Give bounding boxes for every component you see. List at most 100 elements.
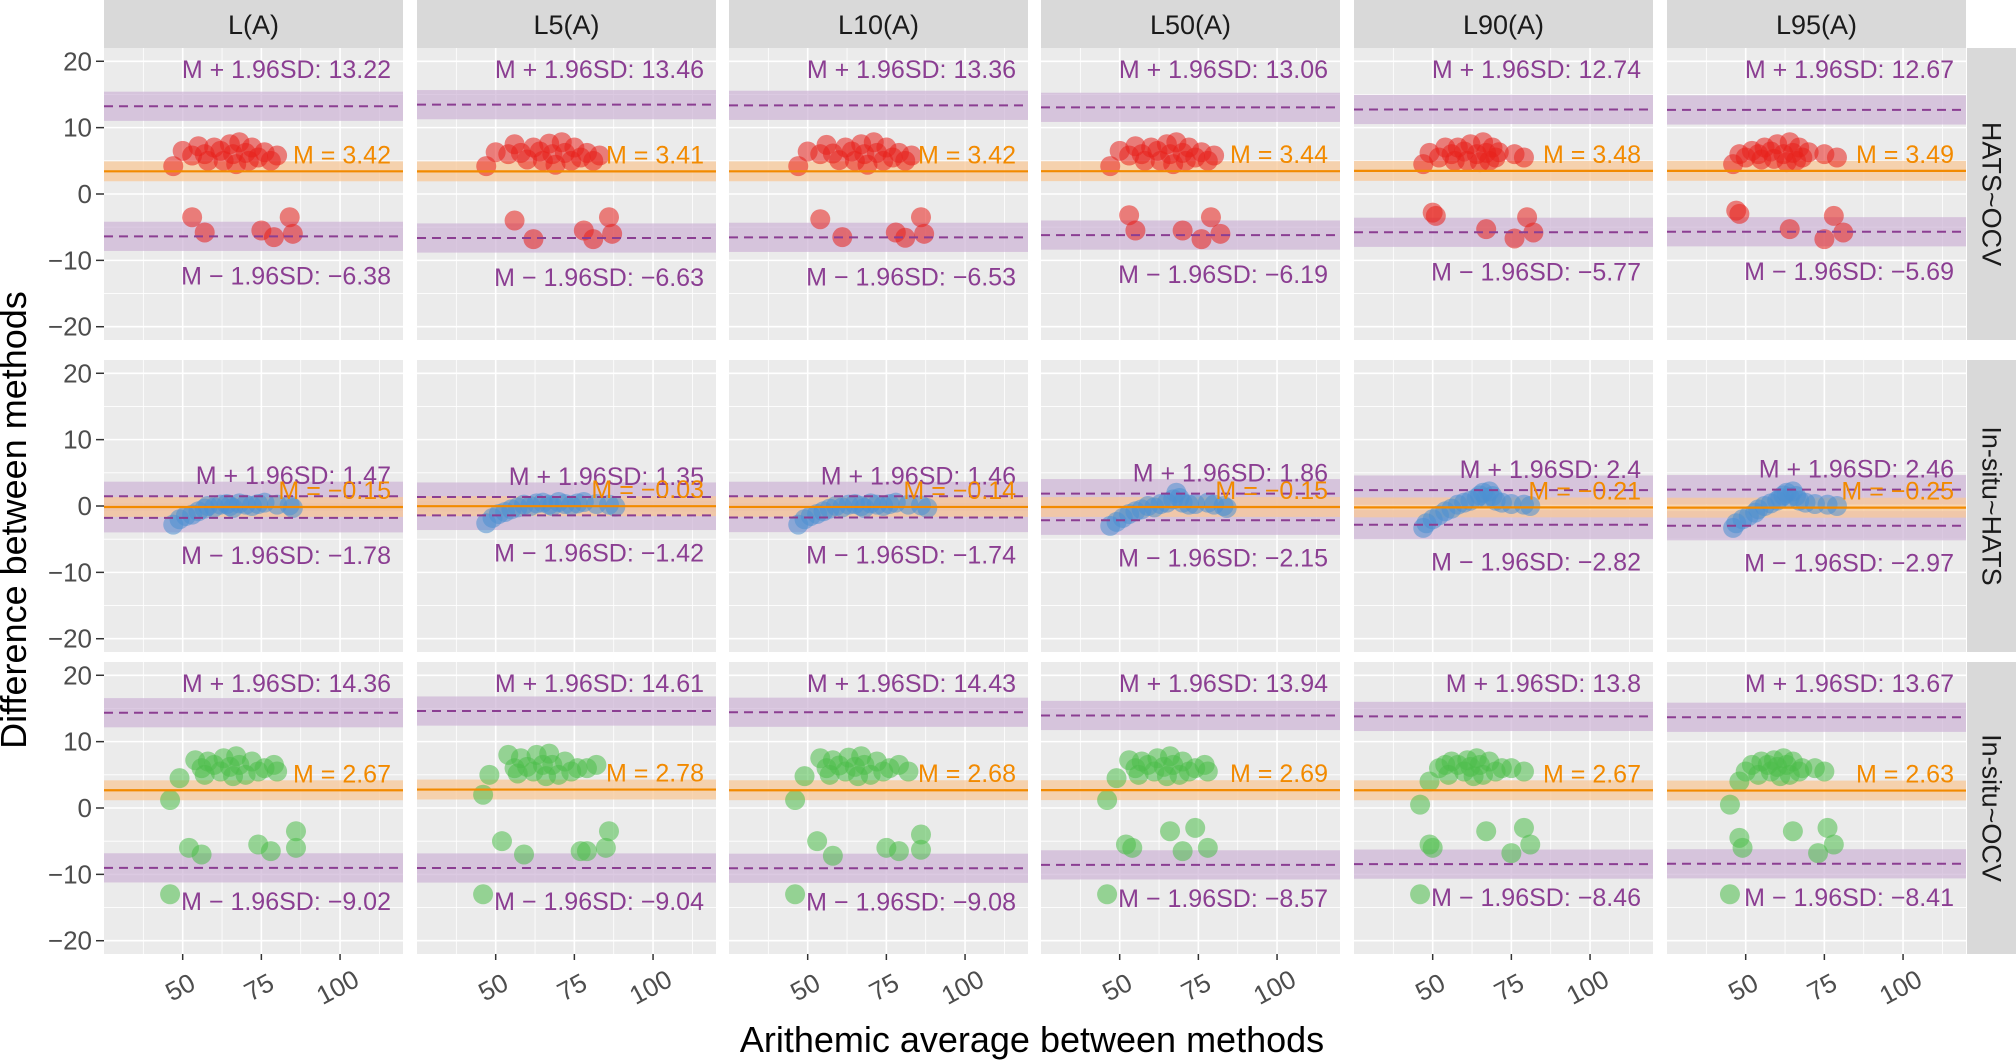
lower-limit-band xyxy=(729,222,1028,252)
upper-limit-label: M + 1.96SD: 13.94 xyxy=(1119,670,1328,698)
mean-label: M = 2.69 xyxy=(1230,760,1328,788)
mean-label: M = −0.03 xyxy=(591,476,704,504)
upper-limit-band xyxy=(1667,95,1966,125)
upper-limit-label: M + 1.96SD: 13.67 xyxy=(1745,670,1954,698)
data-point xyxy=(1814,229,1835,250)
data-point xyxy=(191,844,212,865)
data-point xyxy=(1779,219,1800,240)
x-tick-label: 50 xyxy=(785,967,825,1007)
x-tick-label: 75 xyxy=(239,967,279,1007)
mean-label: M = 3.49 xyxy=(1856,141,1954,169)
x-tick-label: 50 xyxy=(160,967,200,1007)
y-tick-label: 0 xyxy=(78,793,92,823)
panel: M + 1.96SD: 12.67 M = 3.49 M − 1.96SD: −5.… xyxy=(1667,48,1966,340)
mean-label: M = 2.63 xyxy=(1856,761,1954,789)
data-point xyxy=(1817,817,1838,838)
data-point xyxy=(514,844,535,865)
upper-limit-label: M + 1.96SD: 12.74 xyxy=(1432,56,1641,84)
data-point xyxy=(194,222,215,243)
data-point xyxy=(1826,147,1847,168)
lower-limit-label: M − 1.96SD: −8.41 xyxy=(1744,884,1954,912)
x-tick-label: 75 xyxy=(1802,967,1842,1007)
mean-label: M = −0.21 xyxy=(1528,477,1641,505)
data-point xyxy=(1097,884,1118,905)
data-point xyxy=(1823,834,1844,855)
data-point xyxy=(910,824,931,845)
panel: M + 1.96SD: 13.67 M = 2.63 M − 1.96SD: −8.… xyxy=(1667,662,1966,954)
row-strip-label: HATS~OCV xyxy=(1977,122,2007,266)
y-tick-label: 0 xyxy=(78,491,92,521)
lower-limit-label: M − 1.96SD: −5.77 xyxy=(1431,258,1641,286)
data-point xyxy=(1204,145,1225,166)
column-strip-label: L90(A) xyxy=(1463,10,1544,40)
upper-limit-band xyxy=(1354,94,1653,125)
data-point xyxy=(595,837,616,858)
data-point xyxy=(598,207,619,228)
column-strip xyxy=(104,0,403,48)
data-point xyxy=(1200,207,1221,228)
panel: M + 1.96SD: 13.8 M = 2.67 M − 1.96SD: −8.4… xyxy=(1354,662,1653,954)
data-point xyxy=(504,210,525,231)
upper-limit-label: M + 1.96SD: 14.43 xyxy=(807,670,1016,698)
x-tick-label: 75 xyxy=(1176,967,1216,1007)
upper-limit-label: M + 1.96SD: 13.06 xyxy=(1119,56,1328,84)
lower-limit-label: M − 1.96SD: −8.57 xyxy=(1118,885,1328,913)
data-point xyxy=(1826,496,1847,516)
data-point xyxy=(901,145,922,166)
data-point xyxy=(1172,220,1193,241)
x-tick-label: 100 xyxy=(311,964,363,1011)
upper-limit-label: M + 1.96SD: 13.8 xyxy=(1446,670,1641,698)
upper-limit-band xyxy=(729,90,1028,120)
upper-limit-label: M + 1.96SD: 1.46 xyxy=(821,462,1016,490)
lower-limit-label: M − 1.96SD: −6.38 xyxy=(181,262,391,290)
data-point xyxy=(1520,496,1541,516)
data-point xyxy=(260,841,281,862)
mean-label: M = −0.14 xyxy=(903,477,1016,505)
data-point xyxy=(267,761,288,782)
upper-limit-band xyxy=(729,697,1028,727)
panel: M + 1.96SD: 1.35M = −0.03 M − 1.96SD: −1.… xyxy=(417,360,716,652)
panel: M + 1.96SD: 13.94 M = 2.69 M − 1.96SD: −8.… xyxy=(1041,662,1340,954)
lower-limit-label: M − 1.96SD: −1.42 xyxy=(494,539,704,567)
data-point xyxy=(285,821,306,842)
data-point xyxy=(523,229,544,250)
data-point xyxy=(160,790,181,811)
y-tick-label: 20 xyxy=(63,660,92,690)
y-tick-label: 10 xyxy=(63,113,92,143)
lower-limit-label: M − 1.96SD: −1.78 xyxy=(181,542,391,570)
upper-limit-label: M + 1.96SD: 13.46 xyxy=(495,56,704,84)
lower-limit-band xyxy=(417,853,716,883)
y-tick-label: −10 xyxy=(48,859,92,889)
upper-limit-label: M + 1.96SD: 12.67 xyxy=(1745,56,1954,84)
data-point xyxy=(1160,821,1181,842)
row-strip xyxy=(1967,48,2016,340)
mean-label: M = 2.67 xyxy=(293,760,391,788)
column-strip xyxy=(729,0,1028,48)
y-axis-title: Difference between methods xyxy=(0,291,34,749)
upper-limit-band xyxy=(417,90,716,120)
panel: M + 1.96SD: 13.46 M = 3.41 M − 1.96SD: −6.… xyxy=(417,48,716,340)
data-point xyxy=(1476,821,1497,842)
data-point xyxy=(1410,794,1431,815)
upper-limit-label: M + 1.96SD: 1.35 xyxy=(509,463,704,491)
data-point xyxy=(1798,142,1819,163)
y-tick-label: −20 xyxy=(48,624,92,654)
data-point xyxy=(898,761,919,782)
panel: M + 1.96SD: 2.4M = −0.21 M − 1.96SD: −2.8… xyxy=(1354,360,1653,652)
lower-limit-band xyxy=(417,223,716,253)
data-point xyxy=(1191,229,1212,250)
data-point xyxy=(602,223,623,244)
upper-limit-label: M + 1.96SD: 13.22 xyxy=(182,56,391,84)
row-strip-label: In-situ~HATS xyxy=(1977,426,2007,585)
upper-limit-label: M + 1.96SD: 13.36 xyxy=(807,56,1016,84)
lower-limit-label: M − 1.96SD: −6.63 xyxy=(494,264,704,292)
lower-limit-label: M − 1.96SD: −2.82 xyxy=(1431,549,1641,577)
data-point xyxy=(285,837,306,858)
lower-limit-label: M − 1.96SD: −1.74 xyxy=(806,542,1016,570)
data-point xyxy=(785,790,806,811)
upper-limit-band xyxy=(1041,92,1340,122)
data-point xyxy=(1833,222,1854,243)
x-tick-label: 100 xyxy=(1248,964,1300,1011)
data-point xyxy=(1517,207,1538,228)
row-strip-label: In-situ~OCV xyxy=(1977,734,2007,882)
